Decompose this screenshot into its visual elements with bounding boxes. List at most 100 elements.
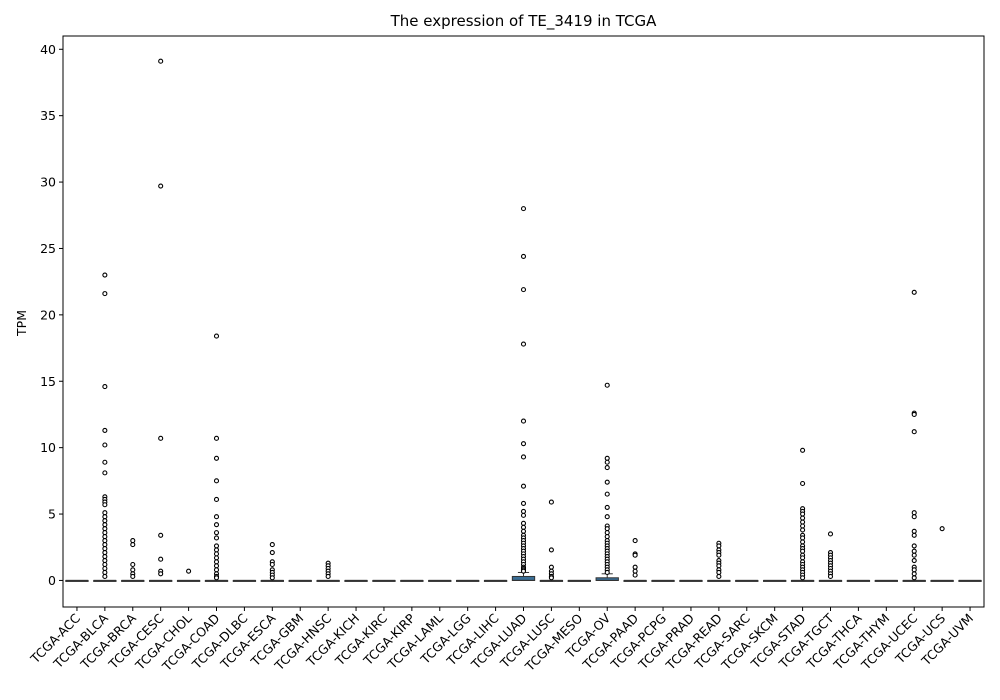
outlier-point [520, 483, 527, 489]
box-tcga-kirc [372, 579, 396, 582]
outlier-point [911, 557, 917, 564]
outlier-point [800, 535, 806, 541]
outlier-point [632, 572, 638, 578]
y-axis-ticks: 0 5 10 15 20 25 30 35 40 [40, 42, 63, 588]
outlier-point [911, 532, 917, 538]
outlier-point [604, 491, 610, 497]
outlier-point [213, 435, 220, 441]
outlier-point [911, 543, 917, 549]
box-tcga-chol [176, 568, 201, 582]
outlier-point [604, 455, 610, 461]
outlier-point [213, 333, 220, 339]
outlier-point [604, 479, 610, 485]
outlier-point [520, 524, 527, 530]
y-axis-label: TPM [14, 310, 29, 337]
outlier-point [102, 534, 108, 540]
y-tick-label: 35 [40, 108, 56, 123]
box-tcga-lusc [539, 499, 564, 582]
y-tick-label: 20 [40, 307, 56, 322]
outlier-point [520, 568, 527, 574]
outlier-point [632, 538, 638, 544]
outlier-point [911, 411, 917, 418]
outlier-point [911, 571, 917, 577]
outlier-point [102, 542, 108, 548]
outlier-point [102, 502, 108, 508]
outlier-point [520, 528, 527, 534]
outlier-point [213, 543, 220, 549]
outlier-point [130, 561, 136, 568]
outlier-point [520, 341, 527, 347]
outlier-point [213, 567, 220, 573]
outlier-point [800, 447, 806, 453]
outlier-point [130, 542, 136, 548]
y-tick-label: 30 [40, 175, 56, 190]
y-tick-label: 40 [40, 42, 56, 57]
outlier-point [827, 531, 834, 537]
outlier-point [520, 206, 527, 212]
outlier-point [604, 534, 610, 540]
outlier-point [548, 564, 554, 570]
box-tcga-luad [511, 206, 536, 582]
outlier-point [604, 504, 610, 510]
box-tcga-uvm [958, 579, 982, 582]
box-tcga-thca [846, 579, 871, 582]
outlier-point [520, 441, 527, 447]
outlier-point [158, 183, 164, 189]
outlier-point [632, 568, 638, 574]
outlier-point [102, 569, 108, 576]
outlier-point [604, 459, 610, 465]
outlier-point [213, 551, 220, 557]
outlier-point [102, 557, 108, 564]
outlier-point [548, 499, 554, 505]
outlier-point [716, 569, 722, 576]
outlier-point [632, 552, 638, 558]
outlier-point [604, 514, 610, 520]
outlier-point [520, 520, 527, 526]
outlier-point [827, 573, 834, 580]
outlier-point [102, 565, 108, 572]
outlier-point [102, 561, 108, 568]
outlier-point [716, 552, 722, 558]
outlier-point [604, 569, 610, 576]
outlier-point [269, 561, 275, 568]
outlier-point [102, 573, 108, 580]
outlier-point [213, 455, 220, 461]
box-tcga-hnsc [316, 560, 340, 582]
outlier-point [102, 514, 108, 520]
box-tcga-stad [790, 447, 815, 582]
y-tick-label: 25 [40, 241, 56, 256]
plot-frame [62, 35, 985, 608]
outlier-point [939, 526, 945, 532]
outlier-point [269, 575, 275, 581]
outlier-point [520, 287, 527, 293]
outlier-point [911, 575, 917, 581]
outlier-point [800, 519, 806, 525]
outlier-point [102, 470, 108, 476]
outlier-point [130, 567, 136, 573]
outlier-point [102, 442, 108, 448]
box-tcga-laml [428, 579, 452, 582]
outlier-point [269, 542, 275, 548]
outlier-point [158, 435, 164, 441]
outlier-point [520, 512, 527, 518]
outlier-point [604, 465, 610, 471]
outlier-point [213, 555, 220, 561]
box-tcga-lihc [483, 579, 508, 582]
outlier-point [716, 543, 722, 549]
outlier-point [800, 548, 806, 554]
outlier-point [213, 514, 220, 520]
outlier-point [102, 518, 108, 524]
outlier-point [102, 272, 108, 278]
outlier-point [604, 530, 610, 536]
outlier-point [158, 571, 164, 577]
outlier-point [130, 538, 136, 544]
outlier-point [520, 454, 527, 460]
box-tcga-coad [204, 333, 229, 582]
outlier-point [158, 556, 164, 562]
outlier-point [911, 429, 917, 435]
outlier-point [800, 575, 806, 581]
box-tcga-paad [623, 538, 647, 582]
outlier-point [213, 559, 220, 565]
outlier-point [269, 550, 275, 556]
